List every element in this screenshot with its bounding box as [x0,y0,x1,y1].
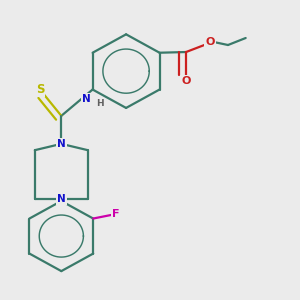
Text: F: F [112,209,119,219]
Text: O: O [182,76,191,86]
Text: N: N [82,94,91,104]
Text: S: S [36,83,44,96]
Text: N: N [57,194,66,204]
Text: O: O [205,37,215,46]
Text: N: N [57,139,66,149]
Text: H: H [96,99,104,108]
